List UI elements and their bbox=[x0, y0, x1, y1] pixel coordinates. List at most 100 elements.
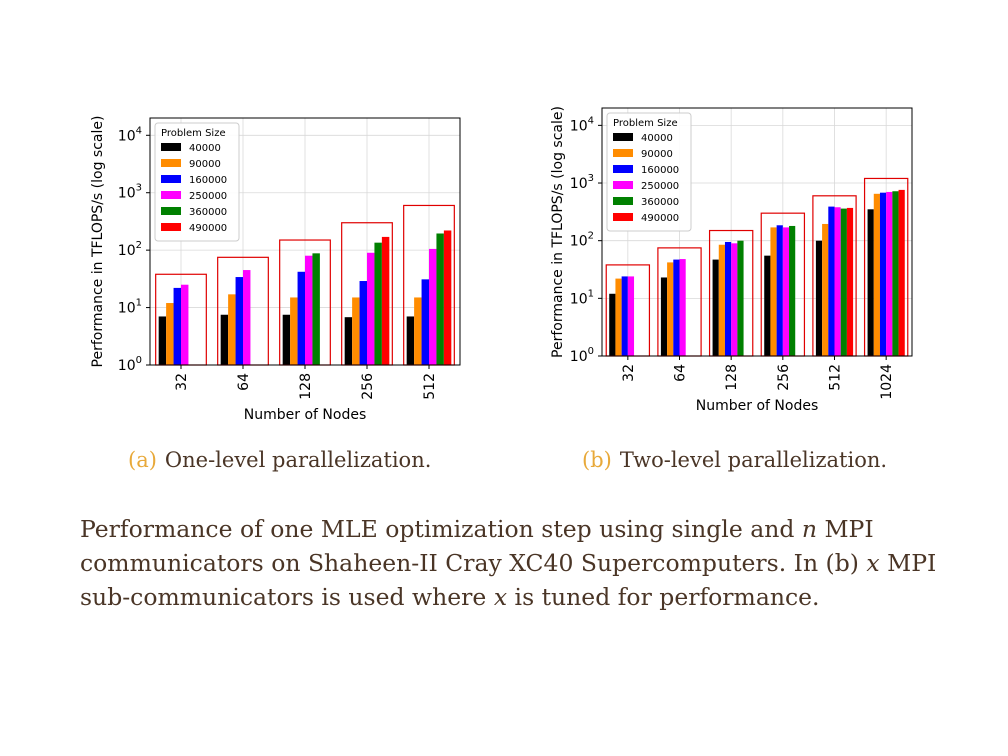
bar bbox=[822, 223, 829, 356]
y-tick-label: 104 bbox=[570, 115, 594, 134]
subcaption-a-label: (a) bbox=[128, 448, 157, 472]
bar bbox=[181, 284, 189, 365]
plot-frame bbox=[601, 107, 913, 357]
legend-swatch bbox=[613, 133, 633, 141]
bar bbox=[886, 191, 893, 356]
subcaption-a-text: One-level parallelization. bbox=[164, 448, 432, 472]
legend-label: 40000 bbox=[641, 133, 673, 144]
chart-two-level: 100 101 102 103 104 32 64 128 256 512 1024 Number o… bbox=[550, 106, 913, 414]
x-tick-label: 32 bbox=[621, 364, 637, 382]
y-tick-label: 101 bbox=[570, 288, 594, 307]
subcaption-b-label: (b) bbox=[582, 448, 612, 472]
legend-swatch bbox=[161, 207, 181, 215]
bar bbox=[344, 317, 353, 365]
bar bbox=[834, 207, 841, 356]
bar bbox=[712, 259, 719, 356]
bar bbox=[660, 277, 668, 356]
legend-label: 360000 bbox=[189, 207, 227, 218]
bar bbox=[609, 293, 616, 356]
bar bbox=[297, 271, 305, 365]
bar bbox=[718, 244, 725, 356]
bar bbox=[828, 206, 835, 356]
y-axis-label: Performance in TFLOPS/s (log scale) bbox=[550, 106, 566, 358]
bar bbox=[679, 259, 686, 356]
y-tick-label: 102 bbox=[118, 240, 142, 259]
x-tick-label: 64 bbox=[236, 373, 252, 391]
bar bbox=[724, 241, 732, 356]
subcaption-a: (a) One-level parallelization. bbox=[128, 448, 431, 472]
bar bbox=[770, 227, 777, 356]
y-tick-label: 102 bbox=[570, 231, 594, 250]
bar bbox=[615, 278, 622, 356]
x-tick-label: 512 bbox=[828, 364, 844, 391]
legend-swatch bbox=[161, 191, 181, 199]
bar bbox=[776, 225, 783, 356]
subcaption-b-text: Two-level parallelization. bbox=[619, 448, 888, 472]
caption-var-n: n bbox=[801, 515, 817, 543]
bar bbox=[290, 297, 298, 365]
bar bbox=[359, 281, 367, 365]
x-tick-label: 256 bbox=[360, 373, 376, 400]
x-axis-label: Number of Nodes bbox=[696, 398, 818, 414]
legend-label: 160000 bbox=[189, 175, 227, 186]
bar bbox=[879, 192, 887, 356]
legend-swatch bbox=[613, 165, 633, 173]
caption-part-1: Performance of one MLE optimization step… bbox=[80, 515, 802, 543]
legend-swatch bbox=[161, 223, 181, 231]
chart-one-level: 100 101 102 103 104 32 64 128 256 512 Number of No… bbox=[90, 116, 461, 423]
bar bbox=[228, 294, 236, 365]
bar bbox=[282, 314, 291, 365]
legend-swatch bbox=[613, 213, 633, 221]
bar bbox=[898, 189, 905, 356]
x-axis-label: Number of Nodes bbox=[244, 407, 366, 423]
legend-label: 250000 bbox=[641, 181, 679, 192]
figure-caption: Performance of one MLE optimization step… bbox=[80, 512, 940, 614]
y-tick-label: 100 bbox=[118, 355, 142, 374]
legend-swatch bbox=[161, 175, 181, 183]
bar bbox=[673, 259, 680, 356]
x-tick-label: 128 bbox=[298, 373, 314, 400]
bar bbox=[220, 314, 229, 365]
bar bbox=[840, 208, 847, 356]
bar bbox=[789, 225, 796, 356]
bar bbox=[892, 191, 899, 356]
legend-label: 490000 bbox=[189, 223, 227, 234]
legend-label: 90000 bbox=[189, 159, 221, 170]
legend-label: 160000 bbox=[641, 165, 679, 176]
bar bbox=[173, 287, 181, 365]
y-tick-label: 104 bbox=[118, 125, 142, 144]
bar bbox=[312, 253, 320, 365]
legend-label: 490000 bbox=[641, 213, 679, 224]
bar bbox=[443, 230, 452, 365]
caption-var-x-1: x bbox=[866, 549, 880, 577]
y-tick-label: 101 bbox=[118, 298, 142, 317]
bar bbox=[166, 303, 174, 365]
legend-swatch bbox=[613, 181, 633, 189]
bar bbox=[374, 242, 382, 365]
bar bbox=[815, 240, 823, 356]
bar bbox=[621, 276, 628, 356]
y-tick-label: 103 bbox=[118, 183, 142, 202]
subcaption-b: (b) Two-level parallelization. bbox=[582, 448, 887, 472]
y-tick-label: 100 bbox=[570, 346, 594, 365]
y-tick-label: 103 bbox=[570, 173, 594, 192]
bar bbox=[627, 276, 635, 356]
bar bbox=[667, 262, 674, 356]
bar bbox=[381, 236, 390, 365]
bar bbox=[846, 207, 854, 356]
legend-title: Problem Size bbox=[613, 118, 678, 129]
bar bbox=[731, 243, 738, 356]
caption-part-3: MPI sub-communicators is used where bbox=[80, 549, 937, 611]
bar bbox=[436, 233, 444, 365]
bar bbox=[243, 270, 251, 365]
legend-swatch bbox=[161, 159, 181, 167]
bar bbox=[737, 240, 744, 356]
x-tick-label: 128 bbox=[724, 364, 740, 391]
bar bbox=[782, 227, 790, 356]
bar bbox=[414, 297, 422, 365]
legend-label: 250000 bbox=[189, 191, 227, 202]
legend-swatch bbox=[613, 197, 633, 205]
bar bbox=[158, 316, 167, 365]
x-tick-label: 1024 bbox=[879, 364, 895, 400]
bar bbox=[367, 252, 375, 365]
